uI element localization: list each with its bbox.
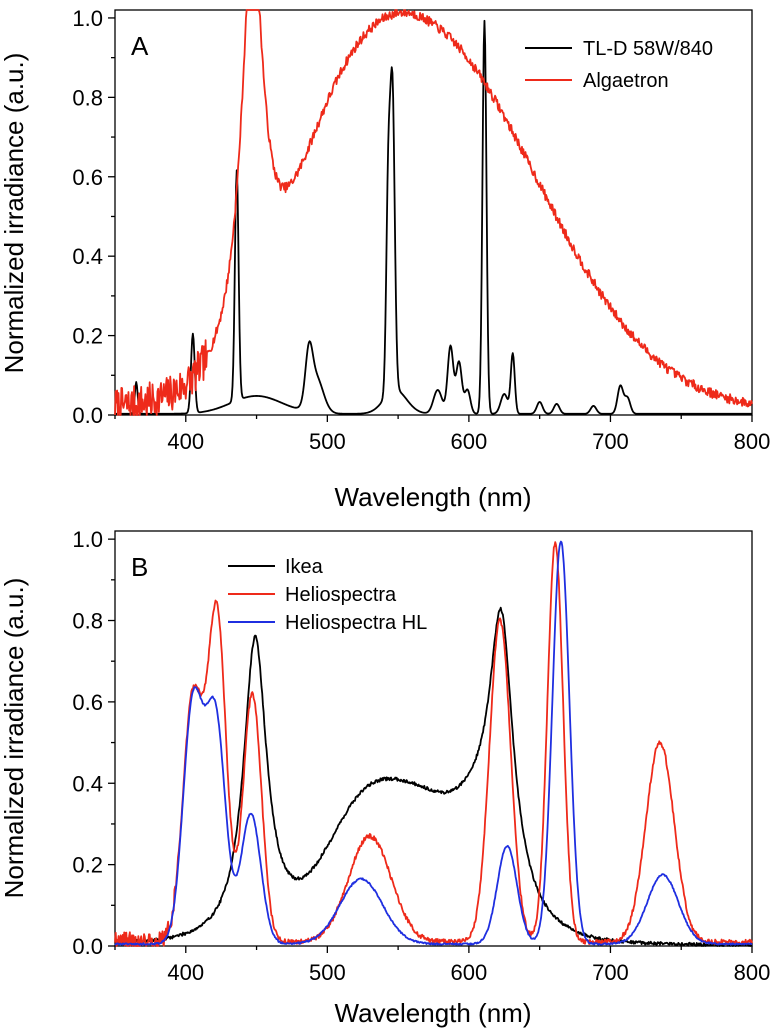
x-tick-label: 700	[592, 960, 629, 985]
series-line-ikea	[114, 606, 753, 947]
y-tick-label: 0.0	[72, 934, 103, 959]
panel-a-x-ticks: 400 500 600 700 800	[114, 415, 771, 454]
panel-a-y-axis-label: Normalized irradiance (a.u.)	[0, 53, 29, 374]
x-tick-label: 400	[167, 429, 204, 454]
y-tick-label: 0.2	[72, 324, 103, 349]
panel-a-plot-area	[114, 9, 753, 416]
legend-label-heliospectra-hl: Heliospectra HL	[285, 612, 427, 634]
y-tick-label: 0.0	[72, 403, 103, 428]
y-tick-label: 0.4	[72, 244, 103, 269]
y-tick-label: 0.6	[72, 165, 103, 190]
panel-a-plot-frame	[114, 9, 753, 416]
panel-b-y-ticks: 0.0 0.2 0.4 0.6 0.8 1.0	[72, 527, 115, 959]
series-line-algaetron	[114, 9, 753, 416]
legend-label-heliospectra: Heliospectra	[285, 584, 397, 606]
legend-label-algaetron: Algaetron	[583, 70, 669, 92]
x-tick-label: 700	[592, 429, 629, 454]
x-tick-label: 600	[451, 429, 488, 454]
panel-b: 400 500 600 700 800 0.0 0.2 0.4 0.6 0.8 1.0 B Wav…	[0, 527, 770, 1028]
panel-b-x-axis-label: Wavelength (nm)	[335, 998, 532, 1028]
legend-label-tl-d: TL-D 58W/840	[583, 38, 713, 60]
panel-a-x-axis-label: Wavelength (nm)	[335, 482, 532, 512]
legend-label-ikea: Ikea	[285, 556, 324, 578]
y-tick-label: 1.0	[72, 6, 103, 31]
y-tick-label: 0.4	[72, 771, 103, 796]
series-line-heliospectra-hl	[114, 540, 753, 946]
panel-a-letter: A	[131, 31, 149, 61]
panel-b-letter: B	[131, 552, 148, 582]
panel-b-legend: Ikea Heliospectra Heliospectra HL	[228, 556, 427, 634]
y-tick-label: 0.8	[72, 609, 103, 634]
series-line-heliospectra	[114, 541, 753, 947]
panel-b-x-ticks: 400 500 600 700 800	[114, 946, 771, 985]
panel-b-plot-frame	[114, 530, 753, 947]
x-tick-label: 400	[167, 960, 204, 985]
x-tick-label: 800	[734, 429, 771, 454]
x-tick-label: 500	[309, 429, 346, 454]
y-tick-label: 0.8	[72, 85, 103, 110]
y-tick-label: 0.6	[72, 690, 103, 715]
y-tick-label: 0.2	[72, 853, 103, 878]
panel-b-y-axis-label: Normalized irradiance (a.u.)	[0, 578, 29, 899]
panel-a-legend: TL-D 58W/840 Algaetron	[525, 38, 713, 92]
panel-a-y-ticks: 0.0 0.2 0.4 0.6 0.8 1.0	[72, 6, 115, 428]
series-line-tl-d-58w-840	[114, 19, 753, 415]
y-tick-label: 1.0	[72, 527, 103, 552]
panel-b-plot-area	[114, 540, 753, 947]
panel-a: 400 500 600 700 800 0.0 0.2 0.4 0.6 0.8 1.0 A Wav…	[0, 6, 770, 512]
x-tick-label: 600	[451, 960, 488, 985]
x-tick-label: 800	[734, 960, 771, 985]
x-tick-label: 500	[309, 960, 346, 985]
